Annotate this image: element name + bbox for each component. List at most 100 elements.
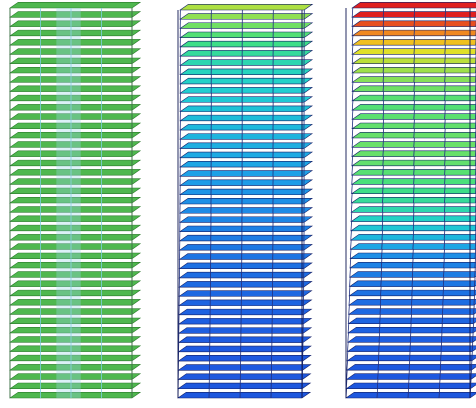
column (444, 54, 446, 64)
column (382, 26, 385, 36)
floor-plate (9, 1, 142, 9)
panel-structural-model (9, 1, 142, 399)
column (351, 35, 354, 46)
column (348, 314, 350, 324)
column (411, 277, 414, 287)
column (381, 221, 384, 231)
column (413, 137, 415, 148)
floor-plate (179, 170, 314, 177)
core-wall (56, 230, 81, 241)
column (346, 360, 348, 371)
core-wall (56, 342, 81, 352)
column (412, 230, 415, 241)
column (351, 184, 353, 194)
column (444, 26, 446, 36)
column (444, 35, 446, 46)
column (350, 240, 352, 250)
column (382, 35, 385, 46)
core-wall (56, 110, 81, 120)
core-wall (56, 26, 81, 36)
column (441, 314, 444, 324)
core-wall (56, 286, 81, 296)
floor-plate (9, 104, 142, 111)
column (382, 165, 384, 176)
column (347, 342, 349, 352)
column (444, 63, 446, 74)
column (381, 249, 383, 259)
column (444, 165, 446, 176)
floor-plate (9, 131, 142, 139)
floor-plate (9, 85, 142, 92)
floor-plate (347, 326, 476, 334)
floor-plate (179, 87, 314, 94)
column (413, 147, 415, 157)
core-wall (56, 128, 81, 138)
column (382, 100, 385, 111)
column (351, 165, 353, 176)
floor-plate (178, 234, 313, 242)
column (351, 82, 354, 92)
floor-plate (9, 261, 142, 269)
floor-plate (348, 280, 476, 287)
column (412, 212, 415, 222)
core-wall (56, 156, 81, 166)
core-wall (56, 305, 81, 315)
column (351, 45, 354, 55)
column (376, 388, 378, 399)
column (350, 212, 353, 222)
core-wall (56, 295, 81, 306)
floor-plate (347, 317, 476, 325)
floor-plate (9, 224, 142, 232)
floor-plate (179, 40, 314, 48)
column (413, 82, 415, 92)
column (351, 26, 354, 36)
column (444, 202, 446, 213)
column (377, 370, 379, 380)
floor-plate (346, 354, 476, 362)
floor-plate (178, 308, 313, 316)
floor-plate (178, 225, 314, 233)
floor-plate (9, 94, 142, 102)
core-wall (56, 193, 81, 203)
column (442, 277, 445, 287)
column (472, 323, 474, 334)
column (349, 258, 352, 269)
column (442, 295, 444, 306)
floor-plate (9, 113, 142, 120)
core-wall (56, 91, 81, 101)
floor-plate (179, 133, 314, 140)
column (379, 305, 381, 315)
column (444, 100, 446, 111)
floor-plate (9, 280, 142, 287)
floor-plate (9, 76, 142, 83)
core-wall (56, 314, 81, 324)
floor-plate (9, 336, 142, 343)
column (444, 137, 446, 148)
column (348, 295, 351, 306)
column (376, 379, 379, 389)
core-wall (56, 277, 81, 287)
column (382, 45, 385, 55)
floor-plate (351, 1, 476, 9)
floor-plate (178, 290, 313, 297)
column (444, 175, 446, 185)
column (444, 184, 446, 194)
column (378, 332, 381, 343)
column (350, 221, 352, 231)
column (412, 249, 414, 259)
floor-plate (177, 327, 313, 334)
column (443, 240, 446, 250)
floor-plate (9, 20, 142, 27)
floor-plate (9, 243, 142, 250)
column (377, 360, 380, 371)
column (444, 7, 447, 18)
column (413, 119, 415, 129)
column (470, 370, 472, 380)
column (377, 351, 380, 361)
floor-plate (178, 281, 313, 288)
core-wall (56, 221, 81, 231)
column (471, 351, 473, 361)
core-wall (56, 100, 81, 111)
column (382, 110, 385, 120)
